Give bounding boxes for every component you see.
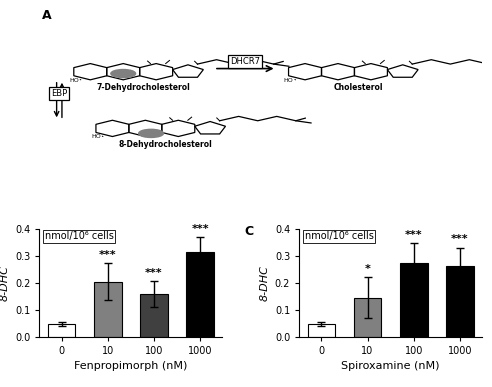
Bar (446, 266, 474, 337)
Bar (140, 294, 168, 337)
Text: C: C (245, 225, 253, 238)
X-axis label: Fenpropimorph (nM): Fenpropimorph (nM) (74, 361, 187, 371)
X-axis label: Spiroxamine (nM): Spiroxamine (nM) (341, 361, 440, 371)
Text: 8-Dehydrocholesterol: 8-Dehydrocholesterol (119, 140, 213, 149)
Text: HO: HO (91, 134, 101, 139)
Bar (308, 324, 335, 337)
Text: *: * (365, 264, 370, 274)
Text: nmol/10⁶ cells: nmol/10⁶ cells (305, 231, 373, 241)
Y-axis label: 8-DHC: 8-DHC (259, 265, 269, 301)
Text: Cholesterol: Cholesterol (334, 83, 383, 92)
Bar (354, 298, 381, 337)
Text: nmol/10⁶ cells: nmol/10⁶ cells (45, 231, 114, 241)
Text: HO: HO (69, 78, 79, 83)
Text: ***: *** (191, 224, 209, 234)
Text: EBP: EBP (51, 89, 67, 98)
Bar (94, 281, 122, 337)
Bar (186, 252, 214, 337)
Text: ***: *** (451, 235, 469, 244)
Bar (48, 324, 75, 337)
Circle shape (111, 70, 136, 78)
Text: ***: *** (145, 268, 163, 278)
Text: ***: *** (405, 230, 423, 240)
Text: HO: HO (284, 78, 294, 83)
Text: DHCR7: DHCR7 (230, 57, 260, 66)
Text: 7-Dehydrocholesterol: 7-Dehydrocholesterol (97, 83, 190, 92)
Circle shape (139, 129, 163, 137)
Text: ***: *** (99, 250, 117, 260)
Bar (400, 264, 428, 337)
Y-axis label: 8-DHC: 8-DHC (0, 265, 9, 301)
Text: A: A (41, 9, 51, 22)
